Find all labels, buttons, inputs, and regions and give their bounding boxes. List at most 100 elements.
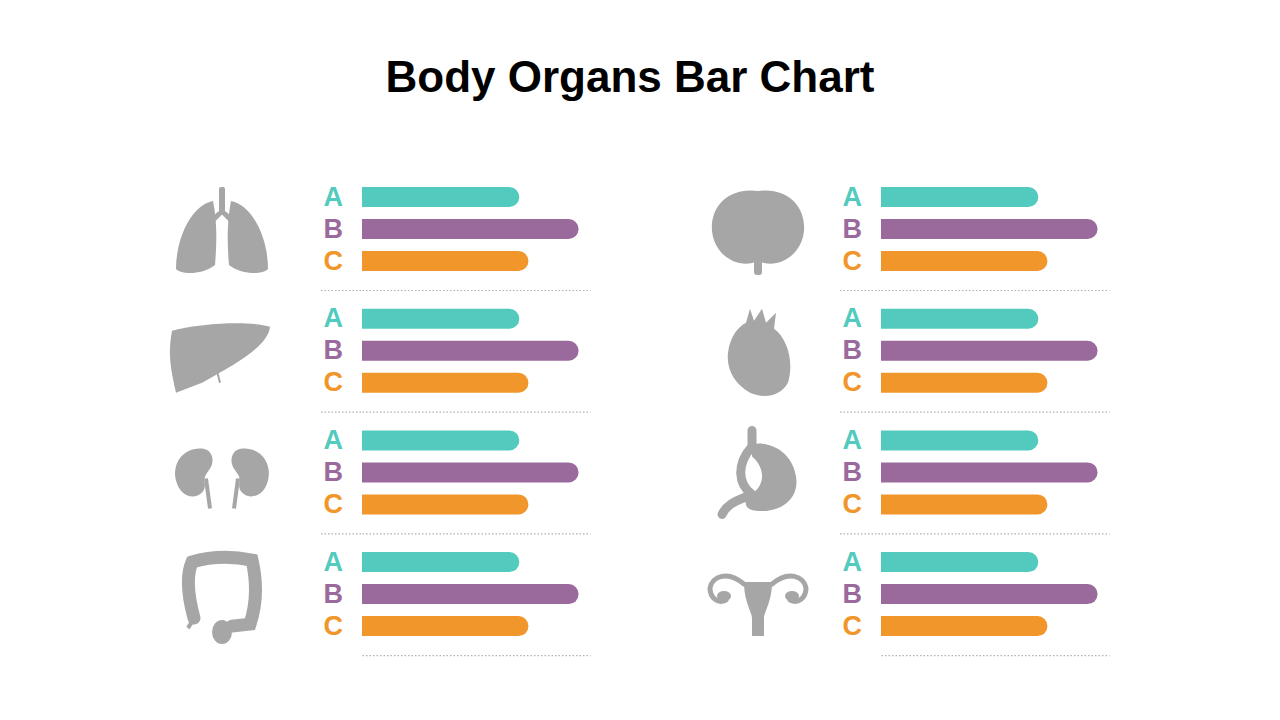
category-axis: ABC — [843, 182, 863, 276]
panel: ABC — [728, 303, 1110, 412]
tick: B — [324, 457, 344, 487]
organ-icon-part — [744, 582, 772, 636]
tick: A — [843, 182, 863, 212]
bar — [362, 309, 519, 329]
axis-line — [363, 655, 591, 656]
tick: C — [843, 367, 863, 397]
tick: B — [843, 579, 863, 609]
bar — [362, 584, 579, 604]
organ-icon — [712, 190, 804, 275]
category-label: A — [324, 182, 344, 212]
value-axis — [363, 290, 591, 291]
category-axis: ABC — [843, 547, 863, 641]
category-label: A — [843, 425, 863, 455]
separator — [321, 533, 362, 534]
organ-icon — [188, 557, 256, 644]
bar — [362, 341, 579, 361]
bar — [881, 373, 1047, 393]
axis-line — [882, 412, 1110, 413]
category-axis: ABC — [324, 425, 344, 519]
tick: C — [843, 489, 863, 519]
tick: A — [843, 425, 863, 455]
organ-icon-part — [785, 591, 799, 601]
category-label: A — [843, 182, 863, 212]
bar — [362, 219, 579, 239]
tick: C — [324, 367, 344, 397]
category-axis: ABC — [843, 303, 863, 397]
axis-line — [882, 533, 1110, 534]
value-axis — [882, 290, 1110, 291]
bars — [881, 187, 1098, 271]
organ-icon-part — [228, 201, 268, 273]
category-label: A — [324, 303, 344, 333]
category-label: C — [843, 489, 863, 519]
tick: B — [843, 214, 863, 244]
bar — [881, 341, 1098, 361]
separator — [840, 412, 881, 413]
panel: ABC — [188, 547, 591, 656]
organ-icon — [176, 187, 268, 273]
organ-icon-part — [176, 201, 216, 273]
category-label: C — [843, 246, 863, 276]
category-axis: ABC — [324, 182, 344, 276]
category-label: C — [843, 367, 863, 397]
tick: B — [324, 335, 344, 365]
bar — [881, 187, 1038, 207]
tick: B — [324, 214, 344, 244]
bar — [362, 462, 579, 482]
category-label: C — [843, 611, 863, 641]
organ-icon — [170, 323, 270, 392]
organ-icon-part — [188, 618, 194, 628]
bars — [881, 552, 1098, 636]
bar — [881, 584, 1098, 604]
value-axis — [882, 533, 1110, 534]
organ-icon-part — [212, 620, 232, 644]
category-label: B — [843, 335, 863, 365]
category-label: B — [324, 579, 344, 609]
category-label: C — [324, 611, 344, 641]
tick: B — [324, 579, 344, 609]
panel: ABC — [722, 425, 1110, 534]
separator — [840, 533, 881, 534]
category-label: A — [324, 547, 344, 577]
organ-icon — [710, 576, 806, 636]
bars — [362, 187, 579, 271]
category-label: C — [324, 367, 344, 397]
chart-root: Body Organs Bar ChartABCABCABCABCABCABCA… — [0, 0, 1280, 720]
category-label: C — [324, 246, 344, 276]
tick: A — [324, 425, 344, 455]
bar — [362, 373, 528, 393]
panel: ABC — [710, 547, 1110, 656]
organ-icon-part — [712, 190, 804, 263]
bar — [881, 616, 1047, 636]
axis-line — [363, 533, 591, 534]
tick: A — [324, 547, 344, 577]
bars — [881, 309, 1098, 393]
category-label: A — [324, 425, 344, 455]
tick: C — [324, 489, 344, 519]
value-axis — [363, 533, 591, 534]
organ-icon — [728, 309, 791, 396]
tick: C — [324, 246, 344, 276]
bar — [881, 494, 1047, 514]
bar — [362, 552, 519, 572]
organ-icon-part — [206, 478, 238, 508]
organ-icon-part — [170, 323, 270, 392]
axis-line — [882, 290, 1110, 291]
bar — [362, 616, 528, 636]
value-axis — [363, 655, 591, 656]
separator — [321, 290, 362, 291]
separator — [840, 290, 881, 291]
bar — [881, 552, 1038, 572]
organ-icon-part — [717, 591, 731, 601]
organ-icon-part — [217, 371, 220, 383]
value-axis — [363, 412, 591, 413]
category-label: B — [843, 579, 863, 609]
axis-line — [882, 655, 1110, 656]
category-axis: ABC — [843, 425, 863, 519]
panel: ABC — [170, 303, 591, 412]
tick: B — [843, 457, 863, 487]
category-label: B — [843, 457, 863, 487]
category-axis: ABC — [324, 547, 344, 641]
tick: A — [843, 303, 863, 333]
